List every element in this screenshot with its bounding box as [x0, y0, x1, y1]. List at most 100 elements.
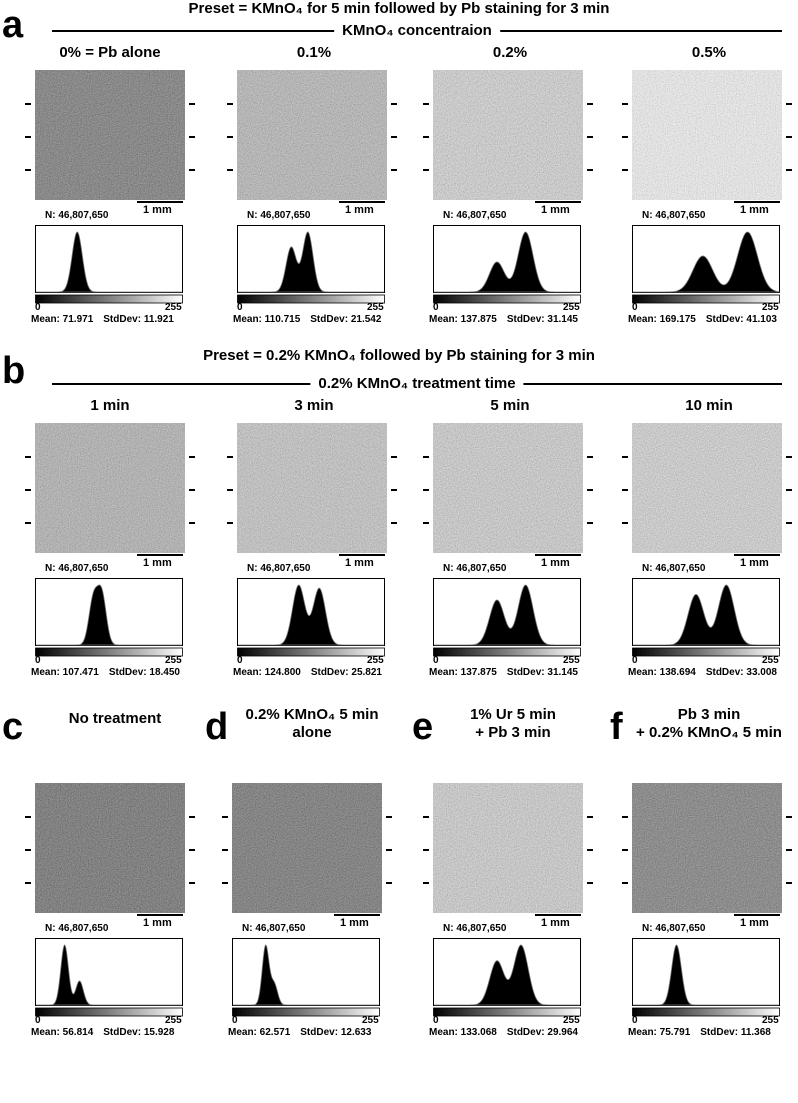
histogram-chart — [433, 578, 581, 657]
micrograph-image — [237, 70, 387, 200]
panel-e-title-line: 1% Ur 5 min — [470, 706, 556, 723]
scale-bar-label: 1 mm — [541, 557, 570, 569]
axis-tick — [391, 456, 397, 458]
stats-spacer — [93, 314, 103, 325]
histogram-max-label: 255 — [762, 655, 779, 666]
scale-bar-label: 1 mm — [143, 557, 172, 569]
pixel-count-label: N: 46,807,650 — [247, 210, 311, 221]
mean-value: Mean: 56.814 — [31, 1027, 94, 1038]
panel-label-c: c — [2, 706, 24, 748]
stats-spacer — [300, 314, 310, 325]
histogram-min-label: 0 — [237, 302, 243, 313]
axis-tick — [786, 489, 792, 491]
stddev-value: StdDev: 31.145 — [506, 667, 578, 678]
stats-spacer — [301, 667, 311, 678]
axis-tick — [587, 489, 593, 491]
histogram-stats: Mean: 62.571 StdDev: 12.633 — [228, 1027, 371, 1038]
axis-tick — [622, 522, 628, 524]
scale-bar-label: 1 mm — [143, 204, 172, 216]
axis-tick — [227, 103, 233, 105]
column-title: 1 min — [90, 397, 130, 414]
histogram-min-label: 0 — [237, 655, 243, 666]
grayscale-bar — [632, 1007, 780, 1017]
histogram-chart — [433, 225, 581, 304]
grayscale-bar — [237, 647, 385, 657]
stddev-value: StdDev: 29.964 — [506, 1027, 578, 1038]
axis-tick — [189, 849, 195, 851]
histogram-max-label: 255 — [362, 1015, 379, 1026]
histogram-min-label: 0 — [35, 1015, 41, 1026]
micrograph-image — [433, 783, 583, 913]
grayscale-bar — [433, 294, 581, 304]
column-title: 5 min — [490, 397, 530, 414]
histogram-frame — [232, 938, 380, 1006]
stddev-value: StdDev: 25.821 — [310, 667, 382, 678]
panel-f: 1 mm N: 46,807,650 0 255 Mean: 75.791 StdDev… — [622, 783, 792, 1103]
histogram-stats: Mean: 137.875 StdDev: 31.145 — [429, 314, 578, 325]
histogram-max-label: 255 — [165, 1015, 182, 1026]
histogram-area — [238, 584, 384, 646]
pixel-count-label: N: 46,807,650 — [45, 210, 109, 221]
histogram-stats: Mean: 56.814 StdDev: 15.928 — [31, 1027, 174, 1038]
panel-d-title-line: alone — [292, 724, 332, 741]
stats-spacer — [99, 667, 109, 678]
stats-spacer — [290, 1027, 300, 1038]
axis-tick — [786, 522, 792, 524]
axis-tick — [189, 456, 195, 458]
histogram-chart — [237, 578, 385, 657]
histogram-max-label: 255 — [563, 655, 580, 666]
micrograph-image — [35, 70, 185, 200]
histogram-frame — [35, 225, 183, 293]
histogram-area — [633, 944, 779, 1006]
histogram-max-label: 255 — [762, 1015, 779, 1026]
stats-spacer — [696, 314, 706, 325]
histogram-chart — [232, 938, 380, 1017]
grayscale-bar — [433, 647, 581, 657]
mean-value: Mean: 62.571 — [228, 1027, 291, 1038]
axis-tick — [423, 103, 429, 105]
histogram-min-label: 0 — [632, 302, 638, 313]
micrograph-image — [35, 783, 185, 913]
axis-tick — [587, 522, 593, 524]
micrograph-image — [232, 783, 382, 913]
panel-label-b: b — [2, 350, 26, 392]
micrograph-image — [433, 70, 583, 200]
histogram-chart — [632, 578, 780, 657]
histogram-stats: Mean: 138.694 StdDev: 33.008 — [628, 667, 777, 678]
section-a-title: Preset = KMnO₄ for 5 min followed by Pb … — [188, 0, 610, 17]
axis-tick — [622, 103, 628, 105]
axis-tick — [25, 103, 31, 105]
grayscale-bar — [232, 1007, 380, 1017]
panel-d: 1 mm N: 46,807,650 0 255 Mean: 62.571 StdDev… — [222, 783, 392, 1103]
axis-tick — [423, 456, 429, 458]
stddev-value: StdDev: 11.921 — [103, 314, 174, 325]
axis-tick — [786, 169, 792, 171]
panel-label-f: f — [610, 706, 623, 748]
panel-a4: 1 mm N: 46,807,650 0 255 Mean: 169.175 StdDe… — [622, 70, 792, 390]
histogram-max-label: 255 — [165, 302, 182, 313]
mean-value: Mean: 133.068 — [429, 1027, 497, 1038]
axis-tick — [786, 882, 792, 884]
grayscale-bar — [35, 1007, 183, 1017]
axis-tick — [391, 103, 397, 105]
scale-bar — [535, 914, 581, 916]
micrograph-image — [433, 423, 583, 553]
axis-tick — [386, 816, 392, 818]
stddev-value: StdDev: 41.103 — [705, 314, 777, 325]
scale-bar-label: 1 mm — [340, 917, 369, 929]
panel-a2: 1 mm N: 46,807,650 0 255 Mean: 110.715 StdDe… — [227, 70, 397, 390]
scale-bar — [734, 201, 780, 203]
histogram-stats: Mean: 124.800 StdDev: 25.821 — [233, 667, 382, 678]
stddev-value: StdDev: 15.928 — [103, 1027, 175, 1038]
stddev-value: StdDev: 21.542 — [310, 314, 382, 325]
grayscale-bar — [237, 294, 385, 304]
panel-f-title-line: Pb 3 min — [677, 706, 741, 723]
mean-value: Mean: 107.471 — [31, 667, 99, 678]
histogram-max-label: 255 — [165, 655, 182, 666]
axis-tick — [423, 136, 429, 138]
histogram-stats: Mean: 169.175 StdDev: 41.103 — [628, 314, 777, 325]
pixel-count-label: N: 46,807,650 — [443, 563, 507, 574]
axis-tick — [222, 849, 228, 851]
axis-tick — [391, 169, 397, 171]
axis-tick — [189, 136, 195, 138]
